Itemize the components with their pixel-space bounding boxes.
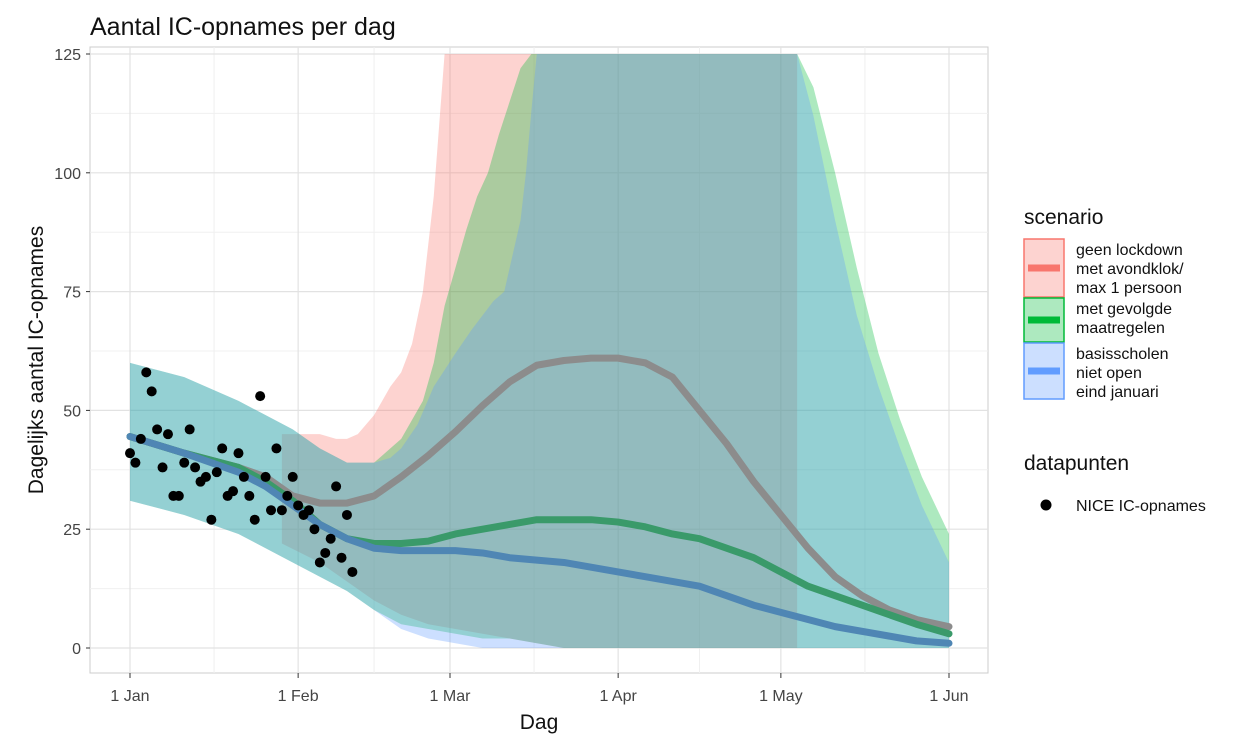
y-tick-label: 75	[63, 285, 81, 302]
legend-point-key	[1040, 499, 1052, 511]
legend-label-gevolgde: maatregelen	[1076, 320, 1165, 337]
data-point	[135, 433, 146, 444]
legend-datapunten-title: datapunten	[1024, 452, 1129, 475]
legend-point-label: NICE IC-opnames	[1076, 498, 1206, 515]
data-point	[162, 429, 173, 440]
confidence-ribbons	[130, 54, 949, 648]
legend-label-gevolgde: met gevolgde	[1076, 301, 1172, 318]
legend-label-lockdown: geen lockdown	[1076, 242, 1183, 259]
data-point	[125, 448, 135, 459]
ribbon-basisscholen	[130, 54, 949, 648]
y-axis-title: Dagelijks aantal IC-opnames	[25, 226, 48, 494]
data-point	[341, 509, 352, 520]
data-point	[325, 533, 336, 544]
data-point	[211, 467, 222, 478]
data-point	[282, 490, 293, 501]
line-lockdown	[126, 354, 953, 631]
legend-label-basisscholen: niet open	[1076, 365, 1142, 382]
x-tick-label: 1 Jan	[110, 688, 149, 705]
x-tick-label: 1 Mar	[430, 688, 472, 705]
data-point	[228, 486, 239, 497]
legend-label-lockdown: max 1 persoon	[1076, 280, 1182, 297]
data-point	[255, 391, 266, 402]
data-point	[238, 471, 249, 482]
y-tick-label: 0	[72, 641, 81, 658]
data-point	[206, 514, 217, 525]
legend-label-lockdown: met avondklok/	[1076, 261, 1184, 278]
plot-area	[89, 46, 989, 674]
data-point	[200, 471, 211, 482]
scenario-lines	[126, 354, 953, 647]
data-point	[233, 448, 244, 459]
data-point	[347, 566, 358, 577]
legend-label-basisscholen: basisscholen	[1076, 346, 1169, 363]
data-point	[249, 514, 260, 525]
data-point	[173, 490, 184, 501]
x-tick-label: 1 Apr	[599, 688, 637, 705]
y-tick-label: 25	[63, 522, 81, 539]
data-point	[130, 457, 141, 468]
data-point	[217, 443, 228, 454]
x-tick-label: 1 Jun	[929, 688, 968, 705]
data-point	[271, 443, 282, 454]
data-points	[125, 367, 358, 577]
legend-label-basisscholen: eind januari	[1076, 384, 1159, 401]
x-tick-label: 1 May	[759, 688, 803, 705]
ribbon-gevolgde	[130, 54, 949, 648]
data-point	[320, 547, 331, 558]
data-point	[190, 462, 201, 473]
data-point	[152, 424, 163, 435]
data-point	[157, 462, 168, 473]
data-point	[303, 505, 314, 516]
x-axis: 1 Jan 1 Feb 1 Mar 1 Apr 1 May 1 Jun	[110, 673, 969, 705]
y-tick-label: 125	[54, 47, 81, 64]
y-tick-label: 100	[54, 166, 81, 183]
data-point	[266, 505, 277, 516]
major-grid	[90, 47, 988, 673]
data-point	[293, 500, 304, 511]
data-point	[141, 367, 152, 378]
data-point	[276, 505, 287, 516]
data-point	[244, 490, 255, 501]
data-point	[331, 481, 342, 492]
x-axis-title: Dag	[520, 711, 559, 734]
chart-title: Aantal IC-opnames per dag	[90, 13, 396, 41]
line-basisscholen	[126, 433, 953, 647]
data-point	[309, 524, 320, 535]
y-axis: 0 25 50 75 100 125	[54, 47, 90, 658]
legend: scenario geen lockdown met avondklok/ ma…	[1023, 206, 1206, 515]
ribbon-lockdown	[281, 54, 798, 648]
data-point	[314, 557, 325, 568]
y-tick-label: 50	[63, 403, 81, 420]
data-point	[184, 424, 195, 435]
legend-scenario-title: scenario	[1024, 206, 1103, 229]
data-point	[179, 457, 190, 468]
data-point	[336, 552, 347, 563]
data-point	[287, 471, 298, 482]
legend-scenario-items: geen lockdown met avondklok/ max 1 perso…	[1023, 238, 1184, 401]
data-point	[260, 471, 271, 482]
x-tick-label: 1 Feb	[278, 688, 319, 705]
data-point	[146, 386, 157, 397]
